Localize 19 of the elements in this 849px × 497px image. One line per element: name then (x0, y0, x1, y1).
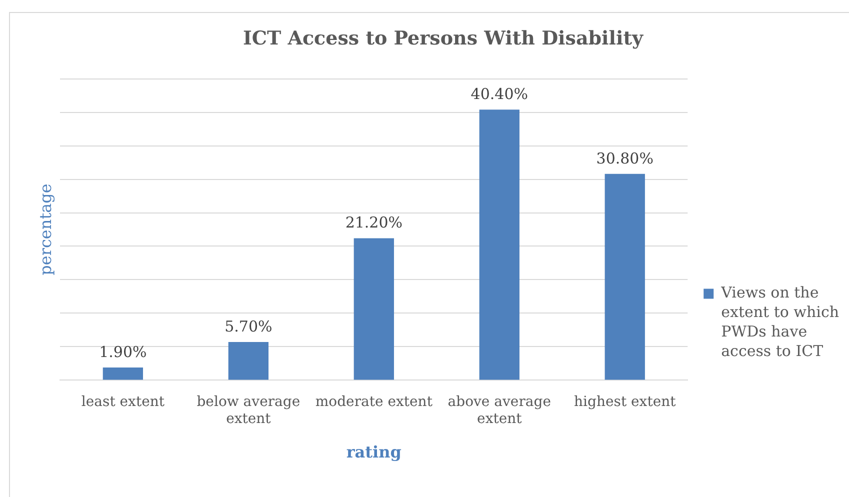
data-label: 21.20% (345, 214, 403, 232)
data-label: 1.90% (99, 342, 147, 361)
x-tick-label: above average extent (448, 394, 551, 428)
bar (354, 238, 394, 380)
bar (102, 367, 144, 380)
data-label: 30.80% (596, 149, 654, 168)
bar (604, 174, 645, 380)
x-tick-label: least extent (81, 394, 165, 410)
data-label: 5.70% (224, 317, 272, 336)
x-tick-label: moderate extent (315, 394, 433, 410)
data-label: 40.40% (470, 85, 528, 103)
y-axis-title: percentage (36, 184, 55, 276)
x-axis-title: rating (346, 442, 402, 462)
bar (479, 110, 520, 380)
chart-title: ICT Access to Persons With Disability (242, 27, 644, 50)
legend-label: Views on the extent to which PWDs have access to ICT (720, 284, 840, 360)
x-tick-label: below average extent (196, 394, 300, 428)
x-tick-label: highest extent (574, 394, 676, 410)
bar (228, 342, 269, 380)
